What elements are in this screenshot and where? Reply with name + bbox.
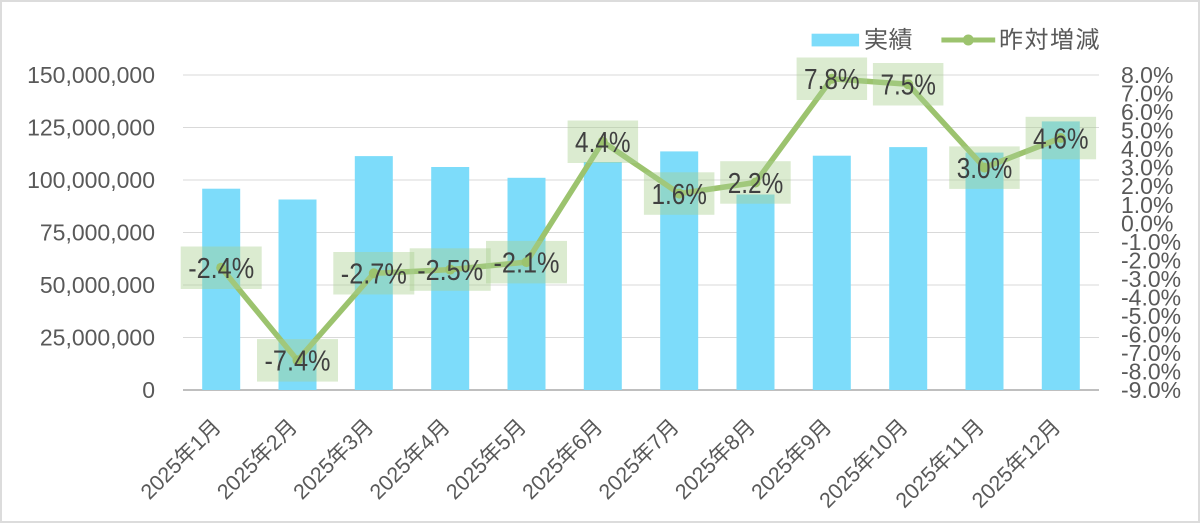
svg-text:-2.7%: -2.7% (341, 259, 407, 291)
svg-text:-7.4%: -7.4% (265, 346, 331, 378)
svg-text:1.6%: 1.6% (651, 179, 707, 211)
svg-text:-7.0%: -7.0% (1121, 340, 1181, 366)
svg-text:5.0%: 5.0% (1121, 118, 1173, 144)
svg-text:3.0%: 3.0% (957, 153, 1013, 185)
svg-text:0: 0 (142, 377, 155, 403)
svg-text:2.2%: 2.2% (728, 168, 784, 200)
svg-text:6.0%: 6.0% (1121, 99, 1173, 125)
svg-text:25,000,000: 25,000,000 (40, 325, 155, 351)
svg-text:-1.0%: -1.0% (1121, 229, 1181, 255)
svg-text:125,000,000: 125,000,000 (27, 115, 155, 141)
svg-text:7.8%: 7.8% (804, 64, 860, 96)
svg-text:-2.5%: -2.5% (417, 255, 483, 287)
svg-text:150,000,000: 150,000,000 (27, 62, 155, 88)
svg-text:-9.0%: -9.0% (1121, 377, 1181, 403)
svg-text:-5.0%: -5.0% (1121, 303, 1181, 329)
svg-text:4.6%: 4.6% (1033, 123, 1089, 155)
svg-text:8.0%: 8.0% (1121, 62, 1173, 88)
svg-text:4.0%: 4.0% (1121, 136, 1173, 162)
svg-text:1.0%: 1.0% (1121, 192, 1173, 218)
svg-text:75,000,000: 75,000,000 (40, 220, 155, 246)
svg-text:-6.0%: -6.0% (1121, 322, 1181, 348)
svg-text:-2.1%: -2.1% (494, 247, 560, 279)
svg-text:2.0%: 2.0% (1121, 173, 1173, 199)
svg-text:-8.0%: -8.0% (1121, 359, 1181, 385)
svg-text:-3.0%: -3.0% (1121, 266, 1181, 292)
svg-text:-2.4%: -2.4% (188, 253, 254, 285)
svg-text:4.4%: 4.4% (575, 127, 631, 159)
svg-text:100,000,000: 100,000,000 (27, 167, 155, 193)
svg-text:7.0%: 7.0% (1121, 81, 1173, 107)
svg-text:-4.0%: -4.0% (1121, 284, 1181, 310)
svg-text:0.0%: 0.0% (1121, 210, 1173, 236)
svg-text:3.0%: 3.0% (1121, 155, 1173, 181)
svg-text:50,000,000: 50,000,000 (40, 272, 155, 298)
svg-text:-2.0%: -2.0% (1121, 247, 1181, 273)
svg-text:7.5%: 7.5% (880, 70, 936, 102)
